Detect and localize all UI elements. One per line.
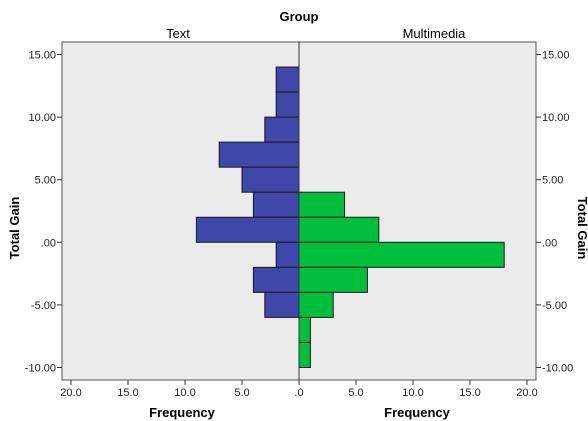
x-tick-label-right: 10.0: [402, 387, 423, 399]
x-tick-label-left: .0: [294, 387, 303, 399]
text-bar: [252, 266, 300, 293]
x-tick-label-right: 15.0: [459, 387, 480, 399]
multimedia-bar: [298, 291, 334, 318]
y-axis-label-right: Total Gain: [575, 197, 588, 260]
x-tick-label-left: 5.0: [234, 387, 249, 399]
y-tick-label-right: .00: [542, 237, 557, 249]
multimedia-bar: [298, 216, 380, 243]
text-bar: [241, 166, 300, 193]
text-bar: [264, 291, 300, 318]
text-bar: [252, 191, 300, 218]
x-tick-label-right: 20.0: [516, 387, 537, 399]
y-tick-label-right: 15.00: [542, 50, 570, 62]
x-axis-label-right: Frequency: [384, 405, 451, 420]
x-tick-label-left: 15.0: [117, 387, 138, 399]
y-tick-label-right: 5.00: [542, 175, 563, 187]
multimedia-bar: [298, 266, 368, 293]
panel-label-multimedia: Multimedia: [403, 26, 467, 41]
y-tick-label-right: 10.00: [542, 112, 570, 124]
ticks-layer: 15.00 15.00 10.00 10.00 5.00 5.00 .00 .00 -5.00 -…: [25, 50, 573, 399]
text-bar: [275, 91, 300, 118]
y-tick-label-left: .00: [41, 237, 56, 249]
panel-label-text: Text: [166, 26, 190, 41]
multimedia-bar: [298, 341, 311, 368]
y-tick-label-left: -5.00: [31, 300, 56, 312]
chart-title: Group: [280, 9, 319, 24]
y-tick-label-left: 10.00: [28, 112, 56, 124]
x-axis-label-left: Frequency: [149, 405, 216, 420]
y-tick-label-left: 5.00: [35, 175, 56, 187]
text-bar: [195, 216, 300, 243]
multimedia-bar: [298, 191, 346, 218]
y-tick-label-right: -5.00: [542, 300, 567, 312]
text-bar: [275, 66, 300, 93]
multimedia-bar: [298, 316, 311, 343]
x-tick-label-left: 10.0: [174, 387, 195, 399]
y-tick-label-right: -10.00: [542, 362, 573, 374]
text-bar: [275, 241, 300, 268]
x-tick-label-right: 5.0: [348, 387, 363, 399]
y-tick-label-left: -10.00: [25, 362, 56, 374]
y-tick-label-left: 15.00: [28, 50, 56, 62]
text-bar: [218, 141, 300, 168]
x-tick-label-left: 20.0: [60, 387, 81, 399]
multimedia-bar: [298, 241, 505, 268]
bars-layer: [195, 66, 505, 368]
y-axis-label-left: Total Gain: [7, 197, 22, 260]
text-bar: [264, 116, 300, 143]
